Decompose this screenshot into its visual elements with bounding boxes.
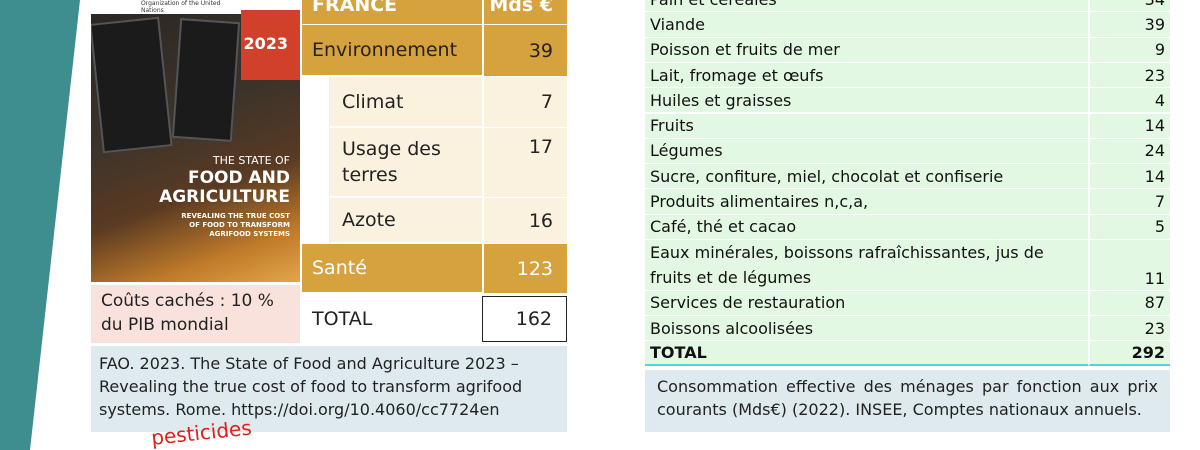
row-value: 23 (1088, 315, 1170, 342)
decor-shape (0, 0, 80, 450)
source-text: Consommation effective des ménages par f… (657, 377, 1158, 419)
row-value: 39 (482, 25, 567, 76)
row-value: 4 (1088, 88, 1170, 114)
row-value: 14 (1088, 164, 1170, 190)
note-text: Coûts cachés : 10 % du PIB mondial (101, 291, 274, 335)
source-box: FAO. 2023. The State of Food and Agricul… (91, 346, 567, 432)
cover-title: FOOD AND (187, 168, 290, 188)
row-label: Services de restauration (645, 290, 1088, 316)
row-label: Environnement (302, 25, 482, 76)
header-cell: Mds € (482, 0, 567, 24)
row-label: Usage des terres (302, 128, 482, 197)
row-value: 7 (482, 77, 567, 127)
row-label: Huiles et graisses (645, 88, 1088, 114)
row-value: 23 (1088, 62, 1170, 89)
row-label: Eaux minérales, boissons rafraîchissante… (645, 240, 1088, 291)
row-value: 11 (1088, 240, 1170, 291)
row-label: Viande (645, 12, 1088, 38)
indent-cell (302, 128, 330, 197)
row-label: TOTAL (645, 341, 1088, 367)
cover-title: AGRICULTURE (159, 187, 290, 207)
indent-cell (302, 198, 330, 243)
cover-title: THE STATE OF (212, 154, 290, 167)
note-box: Coûts cachés : 10 % du PIB mondial (91, 285, 300, 343)
row-label: Boissons alcoolisées (645, 315, 1088, 342)
row-label: Lait, fromage et œufs (645, 62, 1088, 89)
row-label: Sucre, confiture, miel, chocolat et conf… (645, 164, 1088, 190)
row-value: 39 (1088, 12, 1170, 38)
row-value: 7 (1088, 189, 1170, 215)
source-text: FAO. 2023. The State of Food and Agricul… (99, 354, 523, 419)
row-value: 14 (1088, 113, 1170, 139)
right-table: Pain et céréales34Viande39Poisson et fru… (645, 0, 1170, 367)
row-value: 9 (1088, 37, 1170, 63)
row-value: 292 (1088, 341, 1170, 367)
row-label: TOTAL (302, 294, 482, 344)
source-box: Consommation effective des ménages par f… (645, 370, 1170, 432)
cover-org: Organization of the United Nations (141, 0, 221, 14)
row-label: Café, thé et cacao (645, 214, 1088, 240)
row-value: 5 (1088, 214, 1170, 240)
row-label: Azote (302, 198, 482, 243)
cover-subtitle: REVEALING THE TRUE COST OF FOOD TO TRANS… (181, 212, 290, 238)
row-label: Poisson et fruits de mer (645, 37, 1088, 63)
row-value: 87 (1088, 290, 1170, 316)
row-value: 34 (1088, 0, 1170, 13)
row-value: 16 (482, 198, 567, 243)
row-label: Santé (302, 244, 482, 293)
row-label: Pain et céréales (645, 0, 1088, 13)
book-cover: Organization of the United Nations 2023 … (91, 0, 300, 282)
left-table: FRANCE Mds € Environnement 39 Climat 7 Usage d… (302, 0, 567, 345)
cover-year: 2023 (243, 34, 288, 53)
row-label: Produits alimentaires n,c,a, (645, 189, 1088, 215)
row-value: 162 (482, 296, 567, 342)
row-value: 123 (482, 244, 567, 293)
indent-cell (302, 77, 330, 127)
row-value: 17 (482, 128, 567, 197)
row-value: 24 (1088, 138, 1170, 165)
header-cell: FRANCE (302, 0, 482, 24)
row-label: Légumes (645, 138, 1088, 165)
row-label: Fruits (645, 113, 1088, 139)
row-label: Climat (302, 77, 482, 127)
